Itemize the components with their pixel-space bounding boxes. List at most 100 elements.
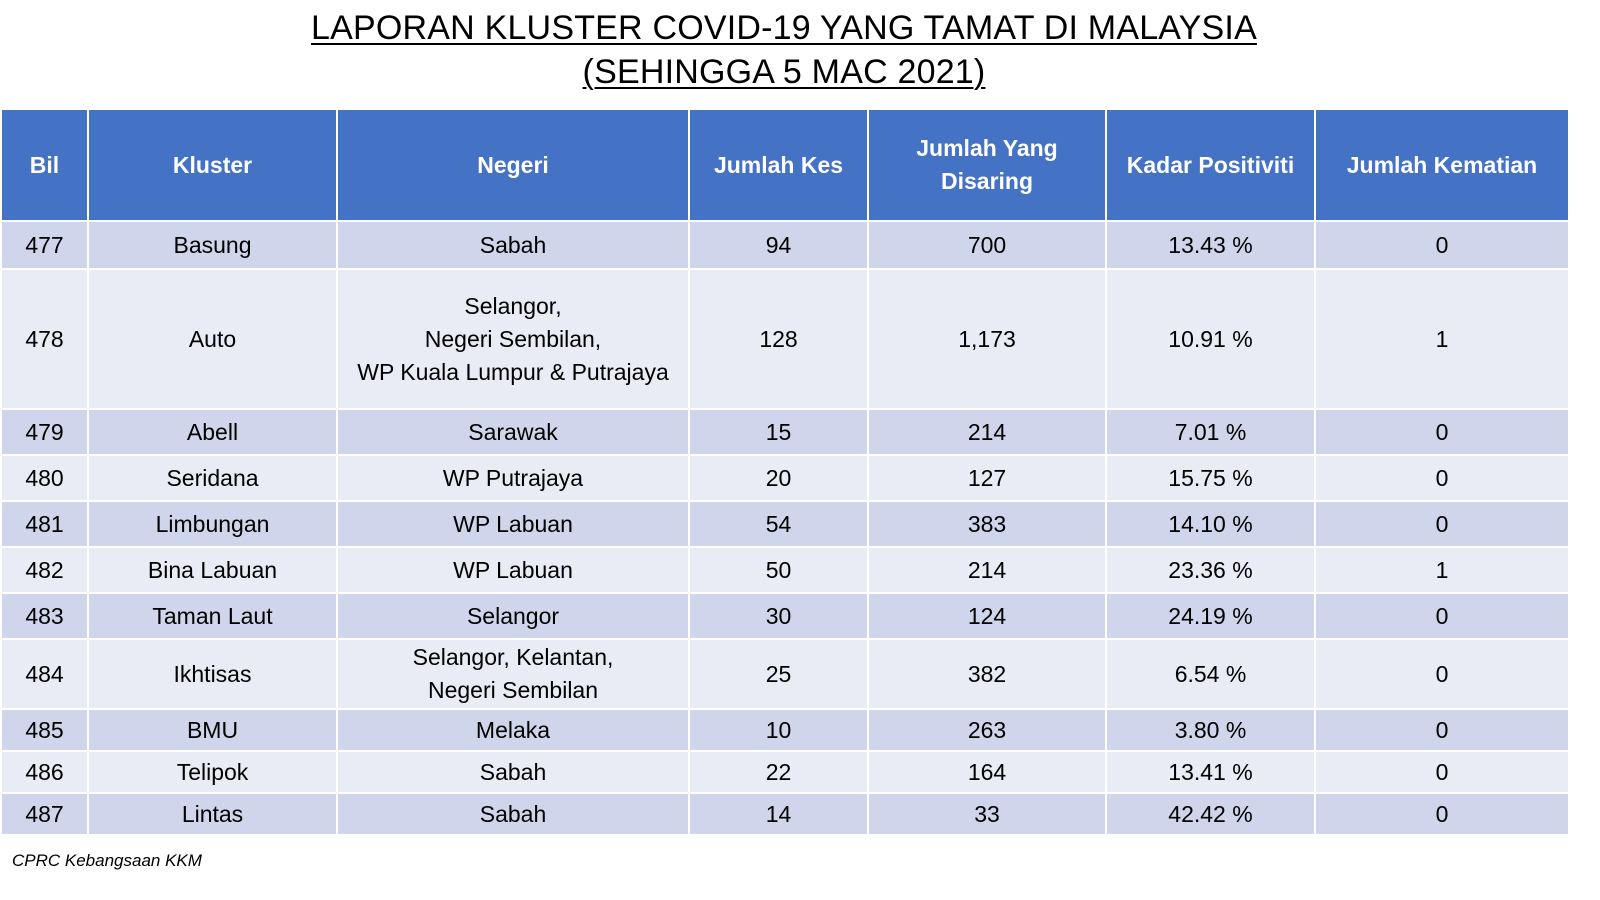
cell-negeri-line: Sabah [479, 800, 547, 827]
cell-negeri-line: WP Labuan [453, 510, 573, 537]
cell-jumlah-kes: 50 [688, 546, 869, 594]
cell-kluster: Abell [87, 408, 338, 456]
cell-negeri: WP Labuan [336, 500, 690, 548]
cell-kluster: Telipok [87, 750, 338, 794]
table-header-row: Bil Kluster Negeri Jumlah Kes Jumlah Yan… [0, 108, 1570, 222]
cell-jumlah-disaring: 383 [867, 500, 1107, 548]
title-line-1: LAPORAN KLUSTER COVID-19 YANG TAMAT DI M… [0, 6, 1568, 50]
cell-kadar-positiviti: 3.80 % [1105, 708, 1316, 752]
cell-negeri: Sabah [336, 220, 690, 270]
cell-bil: 487 [0, 792, 89, 836]
cell-bil: 486 [0, 750, 89, 794]
table-row: 483 Taman Laut Selangor 30 124 24.19 % 0 [0, 592, 1570, 640]
cell-jumlah-kes: 54 [688, 500, 869, 548]
cell-jumlah-kematian: 0 [1314, 454, 1570, 502]
header-bil: Bil [0, 108, 89, 222]
cell-negeri: WP Labuan [336, 546, 690, 594]
cell-jumlah-kes: 14 [688, 792, 869, 836]
cell-jumlah-kematian: 0 [1314, 638, 1570, 710]
cell-negeri: Sabah [336, 792, 690, 836]
cell-negeri-line: Sarawak [468, 418, 558, 445]
cell-jumlah-disaring: 1,173 [867, 268, 1107, 410]
table-body: 477 Basung Sabah 94 700 13.43 % 0 478 Auto Selang… [0, 220, 1570, 836]
title-line-1-text: LAPORAN KLUSTER COVID-19 YANG TAMAT DI M… [311, 9, 1257, 47]
table-row: 482 Bina Labuan WP Labuan 50 214 23.36 % 1 [0, 546, 1570, 594]
table-row: 480 Seridana WP Putrajaya 20 127 15.75 % 0 [0, 454, 1570, 502]
cell-bil: 485 [0, 708, 89, 752]
table-row: 484 Ikhtisas Selangor, Kelantan, Negeri Sem… [0, 638, 1570, 710]
cell-jumlah-disaring: 124 [867, 592, 1107, 640]
cell-kadar-positiviti: 6.54 % [1105, 638, 1316, 710]
cell-kadar-positiviti: 23.36 % [1105, 546, 1316, 594]
cell-kadar-positiviti: 15.75 % [1105, 454, 1316, 502]
cell-bil: 477 [0, 220, 89, 270]
cell-negeri: Selangor, Negeri Sembilan, WP Kuala Lumpur… [336, 268, 690, 410]
cell-bil: 484 [0, 638, 89, 710]
cell-kluster: BMU [87, 708, 338, 752]
cell-jumlah-disaring: 127 [867, 454, 1107, 502]
table-row: 481 Limbungan WP Labuan 54 383 14.10 % 0 [0, 500, 1570, 548]
source-note: CPRC Kebangsaan KKM [12, 851, 202, 870]
cell-kadar-positiviti: 14.10 % [1105, 500, 1316, 548]
header-jumlah-disaring-line-1: Jumlah Yang [916, 135, 1058, 161]
cell-jumlah-disaring: 214 [867, 408, 1107, 456]
cell-jumlah-disaring: 164 [867, 750, 1107, 794]
header-kluster: Kluster [87, 108, 338, 222]
cell-jumlah-kematian: 1 [1314, 268, 1570, 410]
cell-bil: 478 [0, 268, 89, 410]
cell-negeri-line: Selangor, [464, 292, 562, 319]
header-jumlah-disaring-line-2: Disaring [940, 168, 1034, 194]
cell-jumlah-kes: 25 [688, 638, 869, 710]
cell-kadar-positiviti: 13.43 % [1105, 220, 1316, 270]
cell-bil: 479 [0, 408, 89, 456]
cell-negeri: Sarawak [336, 408, 690, 456]
title-line-2-text: (SEHINGGA 5 MAC 2021) [582, 53, 986, 91]
table-row: 477 Basung Sabah 94 700 13.43 % 0 [0, 220, 1570, 270]
cell-jumlah-disaring: 700 [867, 220, 1107, 270]
cell-kadar-positiviti: 13.41 % [1105, 750, 1316, 794]
title-line-2: (SEHINGGA 5 MAC 2021) [0, 50, 1568, 94]
cell-jumlah-kematian: 0 [1314, 500, 1570, 548]
cell-jumlah-disaring: 214 [867, 546, 1107, 594]
table-row: 479 Abell Sarawak 15 214 7.01 % 0 [0, 408, 1570, 456]
header-jumlah-disaring: Jumlah Yang Disaring [867, 108, 1107, 222]
cell-kluster: Ikhtisas [87, 638, 338, 710]
table-row: 487 Lintas Sabah 14 33 42.42 % 0 [0, 792, 1570, 836]
cell-negeri-line: Sabah [479, 231, 547, 258]
cell-negeri-line: Sabah [479, 758, 547, 785]
cell-kluster: Taman Laut [87, 592, 338, 640]
cell-jumlah-kematian: 0 [1314, 708, 1570, 752]
cell-negeri: WP Putrajaya [336, 454, 690, 502]
cell-bil: 481 [0, 500, 89, 548]
cell-jumlah-disaring: 33 [867, 792, 1107, 836]
header-jumlah-kematian: Jumlah Kematian [1314, 108, 1570, 222]
cell-jumlah-kes: 30 [688, 592, 869, 640]
cluster-table: Bil Kluster Negeri Jumlah Kes Jumlah Yan… [0, 108, 1570, 836]
cell-negeri: Selangor [336, 592, 690, 640]
cell-negeri-line: Negeri Sembilan [427, 677, 599, 703]
cell-kluster: Auto [87, 268, 338, 410]
cell-kluster: Seridana [87, 454, 338, 502]
cell-jumlah-kematian: 0 [1314, 408, 1570, 456]
cell-kluster: Limbungan [87, 500, 338, 548]
header-jumlah-kes: Jumlah Kes [688, 108, 869, 222]
cell-negeri-line: Melaka [475, 716, 551, 743]
cell-bil: 480 [0, 454, 89, 502]
cell-negeri-line: WP Kuala Lumpur & Putrajaya [357, 358, 669, 385]
cell-kadar-positiviti: 7.01 % [1105, 408, 1316, 456]
cell-jumlah-kematian: 0 [1314, 592, 1570, 640]
cell-negeri-line: WP Labuan [453, 556, 573, 583]
report-title: LAPORAN KLUSTER COVID-19 YANG TAMAT DI M… [0, 6, 1568, 94]
cell-jumlah-kes: 22 [688, 750, 869, 794]
cell-jumlah-disaring: 263 [867, 708, 1107, 752]
cell-negeri-line: Selangor [466, 602, 560, 629]
cell-kluster: Basung [87, 220, 338, 270]
cell-kadar-positiviti: 24.19 % [1105, 592, 1316, 640]
cell-jumlah-kematian: 0 [1314, 792, 1570, 836]
cell-bil: 482 [0, 546, 89, 594]
header-negeri: Negeri [336, 108, 690, 222]
cell-negeri: Melaka [336, 708, 690, 752]
cell-negeri-line: Selangor, Kelantan, [412, 644, 614, 670]
cell-jumlah-kematian: 0 [1314, 220, 1570, 270]
table-row: 478 Auto Selangor, Negeri Sembilan, WP Kuala… [0, 268, 1570, 410]
